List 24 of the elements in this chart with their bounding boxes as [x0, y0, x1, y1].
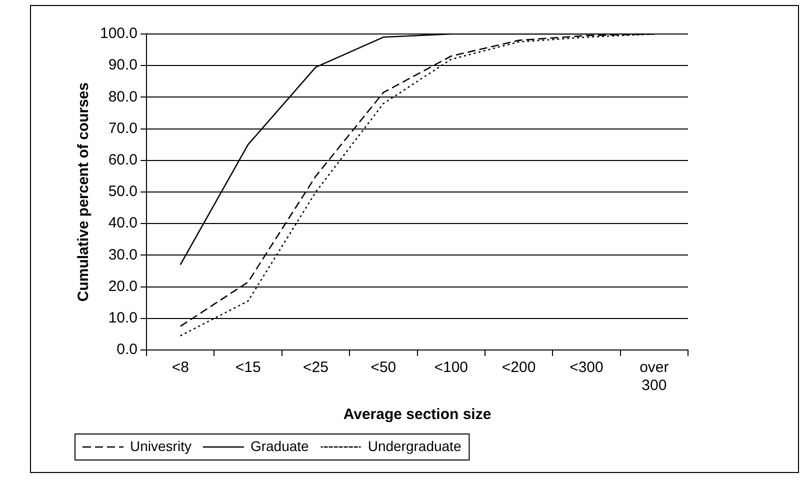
x-tick-label: <200 — [502, 359, 536, 376]
y-tick-label: 0.0 — [116, 341, 138, 358]
y-tick-label: 100.0 — [100, 25, 138, 42]
x-tick-label: <300 — [570, 359, 604, 376]
y-tick-label: 40.0 — [108, 214, 138, 232]
legend-label: Undergraduate — [368, 438, 462, 454]
y-tick-label: 80.0 — [108, 88, 138, 106]
x-tick-label: <15 — [235, 359, 261, 376]
legend-label: Graduate — [250, 438, 310, 454]
y-tick-label: 90.0 — [108, 56, 138, 74]
x-tick-label: <8 — [172, 359, 189, 376]
x-tick-label: <25 — [303, 359, 328, 376]
x-axis-title: Average section size — [343, 406, 492, 424]
y-tick-label: 10.0 — [108, 310, 138, 327]
x-tick-label: over 300 — [640, 359, 669, 394]
y-tick-label: 20.0 — [108, 278, 138, 295]
y-tick-label: 70.0 — [108, 120, 138, 137]
x-tick-label: <100 — [434, 359, 468, 376]
x-tick-label: <50 — [370, 359, 396, 376]
y-tick-label: 50.0 — [108, 183, 138, 200]
y-tick-label: 60.0 — [108, 152, 138, 169]
legend-label: Univesrity — [130, 438, 192, 454]
y-axis-title: Cumulative percent of courses — [75, 82, 92, 302]
y-tick-label: 30.0 — [108, 246, 138, 264]
